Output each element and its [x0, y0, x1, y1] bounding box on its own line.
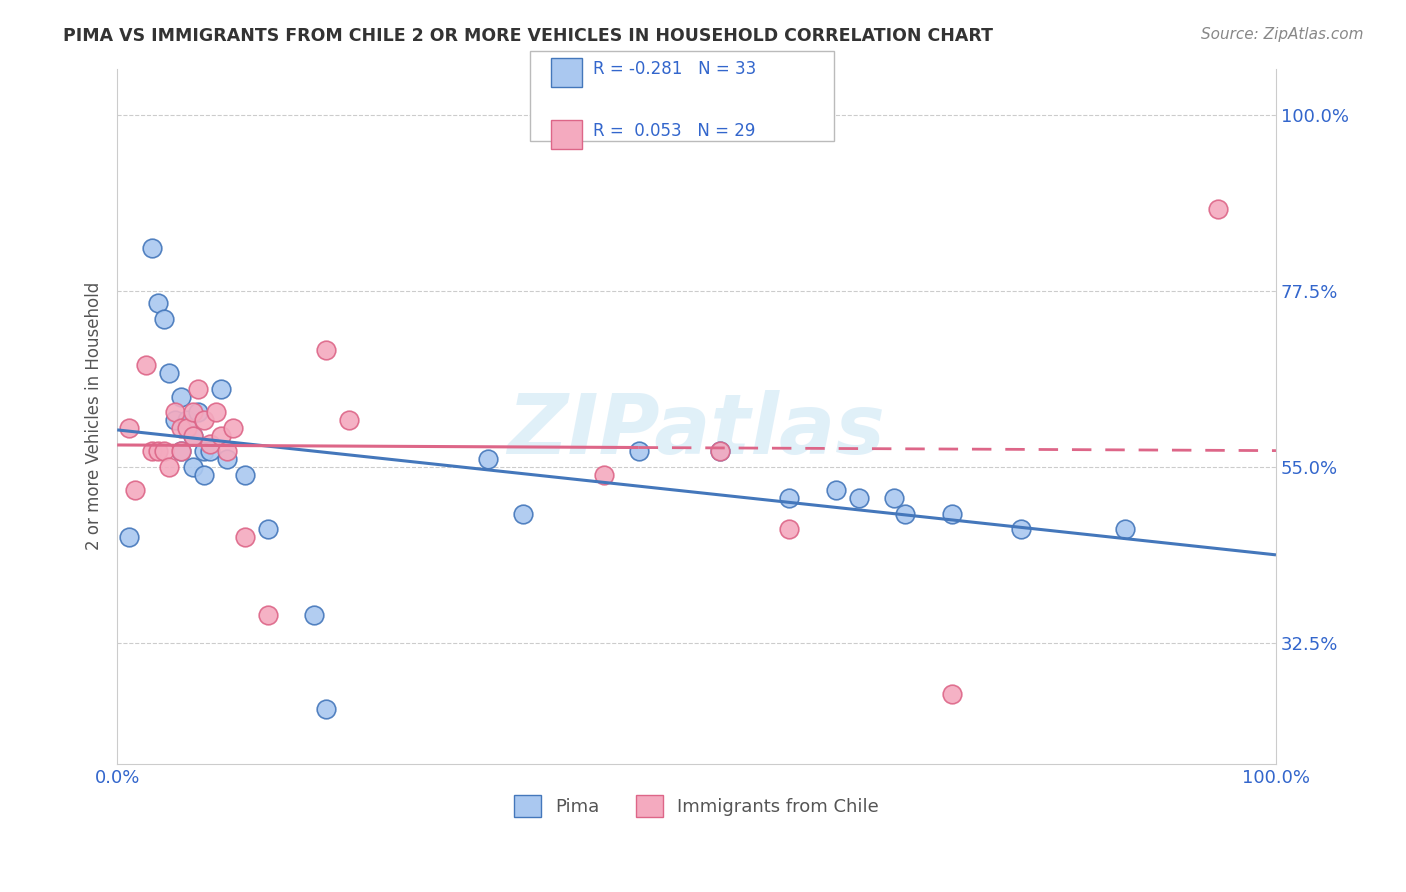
- Point: [211, 428, 233, 442]
- Point: [198, 444, 221, 458]
- Point: [848, 491, 870, 506]
- Point: [187, 382, 209, 396]
- Point: [233, 467, 256, 482]
- Point: [152, 444, 174, 458]
- Point: [165, 413, 187, 427]
- Point: [592, 467, 614, 482]
- Point: [1010, 523, 1032, 537]
- Point: [256, 608, 278, 623]
- Point: [181, 459, 204, 474]
- Text: ZIPatlas: ZIPatlas: [508, 390, 886, 471]
- Point: [1206, 202, 1229, 216]
- Point: [124, 483, 146, 498]
- Point: [118, 421, 141, 435]
- Text: R =  0.053   N = 29: R = 0.053 N = 29: [593, 122, 755, 140]
- Text: Source: ZipAtlas.com: Source: ZipAtlas.com: [1201, 27, 1364, 42]
- Point: [256, 523, 278, 537]
- Point: [146, 296, 169, 310]
- Point: [141, 444, 163, 458]
- Point: [176, 413, 198, 427]
- Point: [170, 444, 193, 458]
- Point: [217, 452, 239, 467]
- Point: [709, 444, 731, 458]
- Point: [193, 444, 215, 458]
- Point: [170, 421, 193, 435]
- Legend: Pima, Immigrants from Chile: Pima, Immigrants from Chile: [506, 788, 886, 824]
- Point: [135, 359, 157, 373]
- Point: [709, 444, 731, 458]
- Point: [894, 507, 917, 521]
- Point: [941, 507, 963, 521]
- Point: [477, 452, 499, 467]
- Point: [217, 444, 239, 458]
- Point: [1114, 523, 1136, 537]
- Y-axis label: 2 or more Vehicles in Household: 2 or more Vehicles in Household: [86, 282, 103, 550]
- Point: [165, 405, 187, 419]
- Point: [222, 421, 245, 435]
- Point: [778, 523, 800, 537]
- Point: [157, 366, 180, 380]
- Point: [198, 436, 221, 450]
- Point: [181, 428, 204, 442]
- Point: [193, 413, 215, 427]
- Point: [315, 702, 337, 716]
- Point: [778, 491, 800, 506]
- Point: [337, 413, 360, 427]
- Point: [152, 311, 174, 326]
- Point: [118, 530, 141, 544]
- Point: [883, 491, 905, 506]
- Point: [627, 444, 650, 458]
- Text: PIMA VS IMMIGRANTS FROM CHILE 2 OR MORE VEHICLES IN HOUSEHOLD CORRELATION CHART: PIMA VS IMMIGRANTS FROM CHILE 2 OR MORE …: [63, 27, 993, 45]
- Text: R = -0.281   N = 33: R = -0.281 N = 33: [593, 60, 756, 78]
- Point: [233, 530, 256, 544]
- Point: [941, 686, 963, 700]
- Point: [141, 241, 163, 255]
- Point: [204, 405, 226, 419]
- Point: [146, 444, 169, 458]
- Point: [193, 467, 215, 482]
- Point: [170, 444, 193, 458]
- Point: [211, 382, 233, 396]
- Point: [824, 483, 846, 498]
- Point: [176, 421, 198, 435]
- Point: [315, 343, 337, 357]
- Point: [302, 608, 325, 623]
- Point: [512, 507, 534, 521]
- Point: [181, 428, 204, 442]
- Point: [170, 390, 193, 404]
- Point: [187, 405, 209, 419]
- Point: [157, 459, 180, 474]
- Point: [181, 405, 204, 419]
